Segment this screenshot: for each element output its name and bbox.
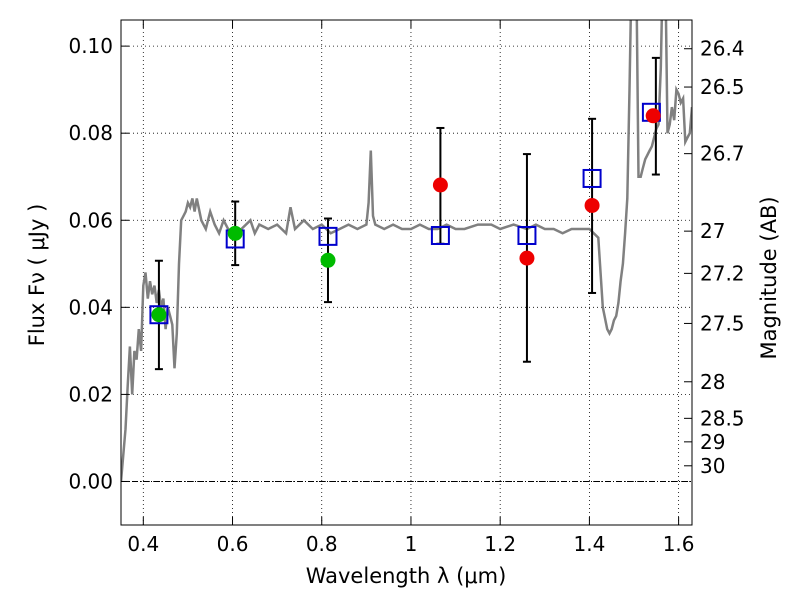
x-tick-label: 1.6 xyxy=(663,532,695,556)
observed-circle-marker xyxy=(432,177,448,193)
model-square-marker xyxy=(318,226,338,246)
y-tick-label: 0.10 xyxy=(68,34,113,58)
model-square-marker xyxy=(149,305,169,325)
observed-circle-marker xyxy=(151,307,167,323)
y-tick-label: 0.00 xyxy=(68,469,113,493)
plot-area xyxy=(121,20,692,482)
y-tick-label: 0.04 xyxy=(68,295,113,319)
x-tick-label: 0.4 xyxy=(127,532,159,556)
observed-circle-marker xyxy=(645,108,661,124)
y2-tick-label: 26.7 xyxy=(700,142,745,166)
y2-tick-label: 26.4 xyxy=(700,37,745,61)
y2-tick-label: 28.5 xyxy=(700,406,745,430)
y2-tick-label: 28 xyxy=(700,370,725,394)
axes: 0.4 0.6 0.8 1 1.2 1.4 1.6 0.00 0.02 0.04 0.06 0.08 0… xyxy=(68,20,745,556)
x-tick-label: 0.8 xyxy=(306,532,338,556)
x-tick-label: 1.2 xyxy=(484,532,516,556)
y2-tick-label: 27 xyxy=(700,219,725,243)
y2-tick-label: 27.5 xyxy=(700,311,745,335)
y2-axis-label: Magnitude (AB) xyxy=(757,196,781,359)
data-marks xyxy=(149,56,661,371)
y2-tick-label: 29 xyxy=(700,430,725,454)
y2-tick-label: 30 xyxy=(700,454,725,478)
y2-tick-label: 26.5 xyxy=(700,75,745,99)
plot-frame xyxy=(120,19,693,526)
x-tick-label: 0.6 xyxy=(217,532,249,556)
x-tick-label: 1.4 xyxy=(573,532,605,556)
y2-tick-label: 27.2 xyxy=(700,261,745,285)
grid xyxy=(121,20,692,525)
y-tick-label: 0.02 xyxy=(68,382,113,406)
observed-circle-marker xyxy=(519,250,535,266)
x-tick-label: 1 xyxy=(405,532,418,556)
y-tick-label: 0.06 xyxy=(68,208,113,232)
model-square-marker xyxy=(517,225,537,245)
observed-circle-marker xyxy=(584,197,600,213)
model-square-marker xyxy=(430,225,450,245)
observed-circle-marker xyxy=(227,225,243,241)
model-square-marker xyxy=(582,168,602,188)
x-axis-label: Wavelength λ (μm) xyxy=(306,564,507,588)
y-tick-label: 0.08 xyxy=(68,121,113,145)
template-spectrum-line xyxy=(121,20,692,482)
observed-circle-marker xyxy=(320,252,336,268)
y-axis-label: Flux Fν ( μJy ) xyxy=(25,204,49,347)
